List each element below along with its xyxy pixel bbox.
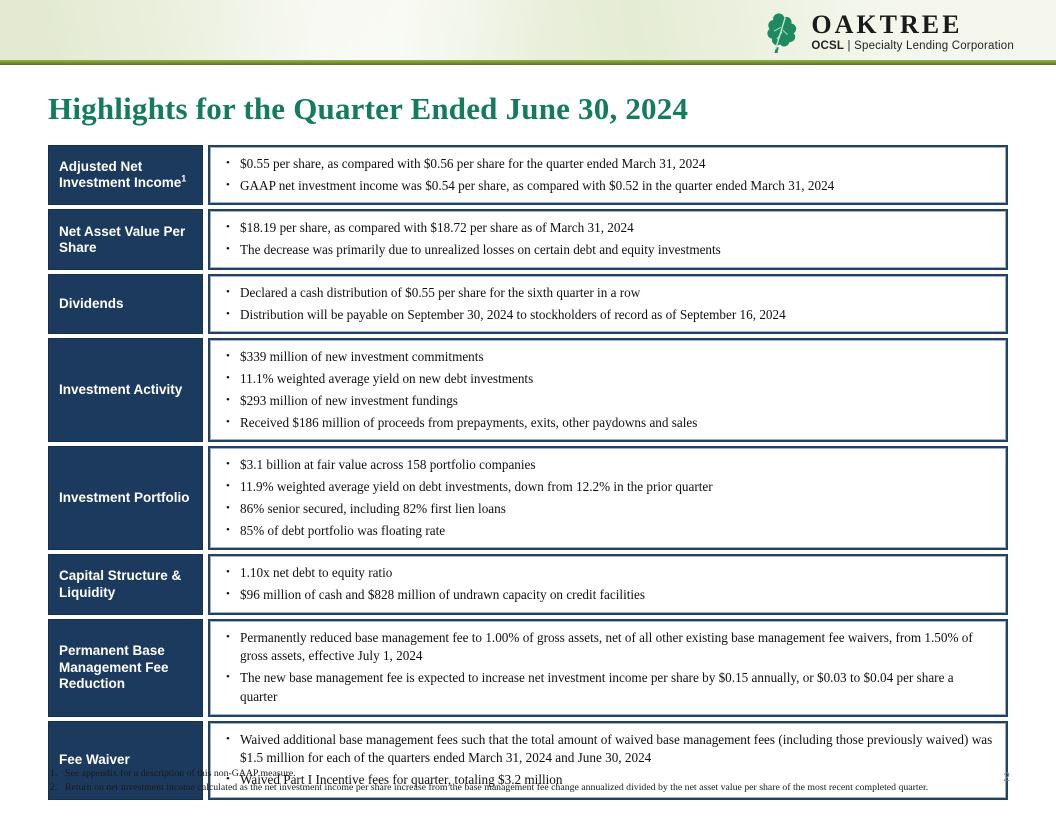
bullet-item: $3.1 billion at fair value across 158 po… bbox=[222, 456, 994, 475]
footnote-item: Return on net investment income calculat… bbox=[50, 781, 929, 795]
bullet-item: The decrease was primarily due to unreal… bbox=[222, 241, 994, 260]
bullet-item: $0.55 per share, as compared with $0.56 … bbox=[222, 155, 994, 174]
table-row: Investment Activity $339 million of new i… bbox=[48, 338, 1008, 443]
bullet-item: GAAP net investment income was $0.54 per… bbox=[222, 177, 994, 196]
row-label: Capital Structure & Liquidity bbox=[48, 554, 203, 615]
bullet-item: $18.19 per share, as compared with $18.7… bbox=[222, 219, 994, 238]
brand-sub-bold: OCSL bbox=[811, 39, 845, 52]
brand-text: OAKTREE OCSL | Specialty Lending Corpora… bbox=[811, 9, 1014, 53]
header-banner: OAKTREE OCSL | Specialty Lending Corpora… bbox=[0, 0, 1056, 60]
bullet-item: Distribution will be payable on Septembe… bbox=[222, 306, 994, 325]
row-content: $3.1 billion at fair value across 158 po… bbox=[208, 446, 1008, 551]
row-content: $18.19 per share, as compared with $18.7… bbox=[208, 209, 1008, 270]
bullet-item: 11.9% weighted average yield on debt inv… bbox=[222, 478, 994, 497]
table-row: Investment Portfolio $3.1 billion at fair… bbox=[48, 446, 1008, 551]
header-divider-line bbox=[0, 60, 1056, 65]
footnote-item: See appendix for a description of this n… bbox=[50, 767, 296, 781]
bullet-item: $96 million of cash and $828 million of … bbox=[222, 586, 994, 605]
row-label: Permanent Base Management Fee Reduction bbox=[48, 618, 203, 717]
row-label: Investment Activity bbox=[48, 338, 203, 443]
highlights-table: Adjusted Net Investment Income1 $0.55 per… bbox=[48, 145, 1008, 800]
table-row: Permanent Base Management Fee Reduction P… bbox=[48, 618, 1008, 717]
bullet-item: 1.10x net debt to equity ratio bbox=[222, 564, 994, 583]
row-label: Adjusted Net Investment Income1 bbox=[48, 145, 203, 206]
bullet-item: 86% senior secured, including 82% first … bbox=[222, 500, 994, 519]
row-content: $339 million of new investment commitmen… bbox=[208, 338, 1008, 443]
brand-name: OAKTREE bbox=[811, 9, 963, 39]
page-title: Highlights for the Quarter Ended June 30… bbox=[48, 91, 689, 126]
footnote-list: See appendix for a description of this n… bbox=[48, 767, 973, 796]
row-content: Permanently reduced base management fee … bbox=[208, 618, 1008, 717]
footnotes: See appendix for a description of this n… bbox=[48, 767, 973, 796]
company-logo: OAKTREE OCSL | Specialty Lending Corpora… bbox=[763, 11, 1014, 53]
bullet-item: Permanently reduced base management fee … bbox=[222, 629, 994, 666]
bullet-item: Received $186 million of proceeds from p… bbox=[222, 414, 994, 433]
page-number: 2 bbox=[1003, 770, 1010, 784]
row-label: Dividends bbox=[48, 273, 203, 335]
bullet-item: $339 million of new investment commitmen… bbox=[222, 348, 994, 367]
table-row: Dividends Declared a cash distribution of… bbox=[48, 273, 1008, 335]
table-row: Net Asset Value Per Share $18.19 per shar… bbox=[48, 209, 1008, 270]
row-label: Net Asset Value Per Share bbox=[48, 209, 203, 270]
row-label: Investment Portfolio bbox=[48, 446, 203, 551]
bullet-item: 11.1% weighted average yield on new debt… bbox=[222, 370, 994, 389]
brand-subtitle: OCSL | Specialty Lending Corporation bbox=[811, 39, 1014, 53]
row-content: $0.55 per share, as compared with $0.56 … bbox=[208, 145, 1008, 206]
bullet-item: Declared a cash distribution of $0.55 pe… bbox=[222, 284, 994, 303]
bullet-item: $293 million of new investment fundings bbox=[222, 392, 994, 411]
bullet-item: Waived additional base management fees s… bbox=[222, 731, 994, 768]
oak-leaf-icon bbox=[767, 13, 797, 53]
brand-sub-rest: | Specialty Lending Corporation bbox=[844, 39, 1014, 52]
row-content: 1.10x net debt to equity ratio $96 millio… bbox=[208, 554, 1008, 615]
row-content: Declared a cash distribution of $0.55 pe… bbox=[208, 273, 1008, 335]
bullet-item: The new base management fee is expected … bbox=[222, 669, 994, 706]
table-row: Adjusted Net Investment Income1 $0.55 per… bbox=[48, 145, 1008, 206]
table-row: Capital Structure & Liquidity1.10x net d… bbox=[48, 554, 1008, 615]
bullet-item: 85% of debt portfolio was floating rate bbox=[222, 522, 994, 541]
